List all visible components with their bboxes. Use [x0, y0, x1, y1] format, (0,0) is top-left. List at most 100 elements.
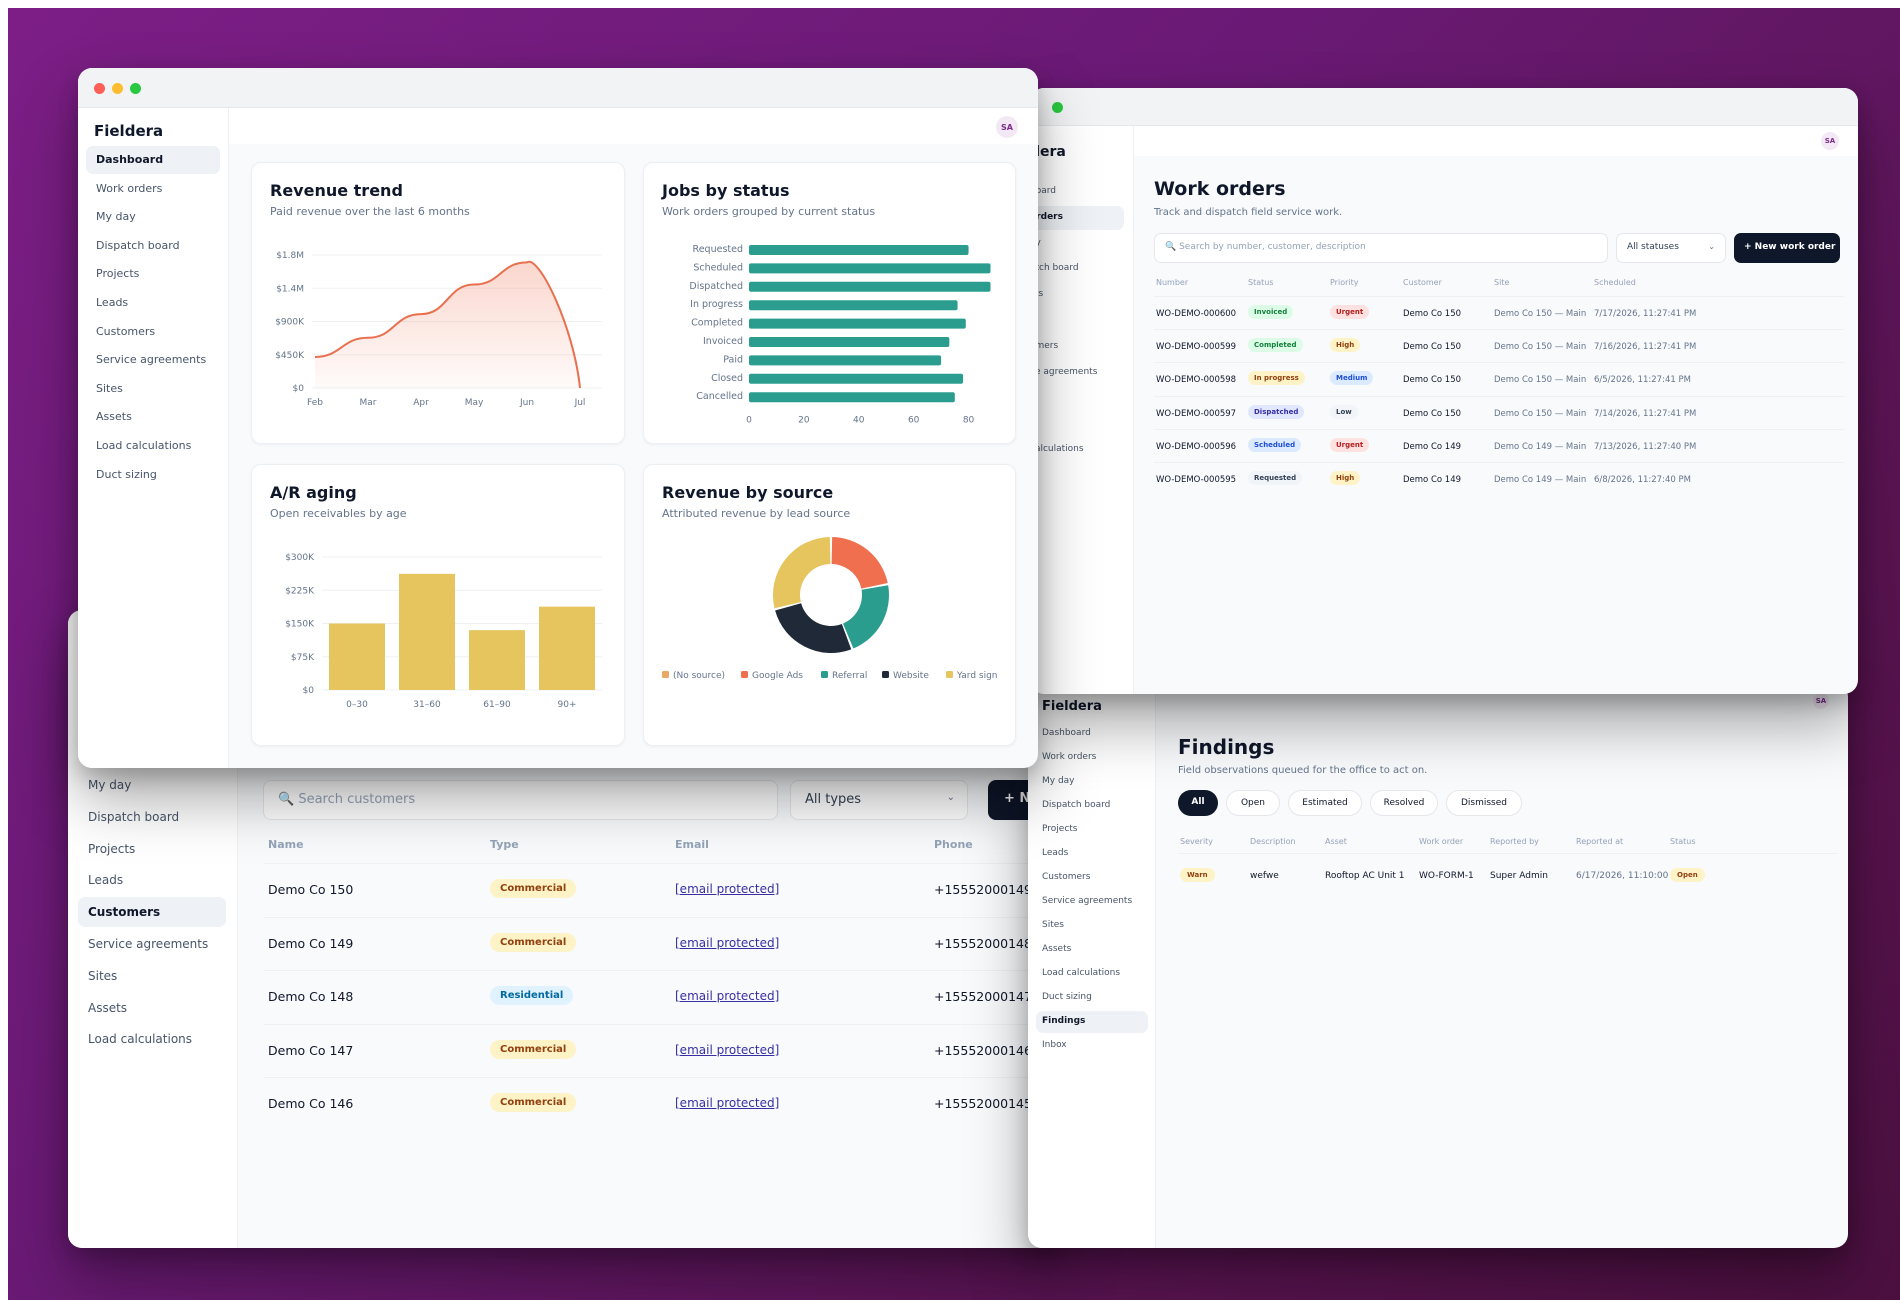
bar-closed[interactable] [749, 373, 964, 384]
sidebar-item-assets[interactable]: Assets [96, 410, 132, 424]
customer-type-filter[interactable]: All types ⌄ [790, 780, 968, 820]
sidebar-item-projects[interactable]: Projects [1042, 824, 1078, 834]
sidebar-item-projects[interactable]: Projects [96, 267, 140, 281]
sidebar-item-work-orders[interactable]: orders [1030, 205, 1124, 230]
email-link[interactable]: [email protected] [675, 1096, 780, 1110]
sidebar-item-leads[interactable]: Leads [96, 296, 129, 309]
sidebar-item-customers[interactable]: Customers [78, 897, 226, 928]
bar-61-90[interactable] [469, 630, 525, 690]
bar-completed[interactable] [749, 318, 966, 329]
sidebar-item-assets[interactable]: Assets [1042, 944, 1072, 954]
column-header-scheduled[interactable]: Scheduled [1594, 278, 1636, 287]
column-header-status[interactable]: Status [1670, 837, 1696, 846]
minimize-window-button[interactable] [112, 83, 123, 94]
sidebar-item-work-orders[interactable]: Work orders [1042, 752, 1097, 762]
sidebar-item-my-day[interactable]: ay [1030, 232, 1124, 256]
column-header-email[interactable]: Email [675, 838, 709, 851]
close-window-button[interactable] [94, 83, 105, 94]
sidebar-item-dashboard[interactable]: Dashboard [86, 146, 220, 174]
sidebar-item-dashboard[interactable]: Dashboard [1042, 728, 1091, 738]
sidebar-item-dispatch-board[interactable]: atch board [1030, 263, 1079, 274]
tab-resolved[interactable]: Resolved [1370, 790, 1438, 816]
sidebar-item-my-day[interactable]: My day [96, 210, 136, 224]
sidebar-item-sites[interactable] [1030, 386, 1124, 410]
workorder-search-input[interactable]: 🔍 Search by number, customer, descriptio… [1154, 233, 1608, 263]
bar-paid[interactable] [749, 355, 942, 366]
sidebar-item-my-day[interactable]: My day [88, 778, 132, 792]
column-header-reported-at[interactable]: Reported at [1576, 837, 1624, 846]
column-header-priority[interactable]: Priority [1330, 278, 1359, 287]
tab-dismissed[interactable]: Dismissed [1446, 790, 1522, 816]
tab-estimated[interactable]: Estimated [1288, 790, 1362, 816]
legend-label-website[interactable]: Website [893, 671, 929, 681]
customer-search-input[interactable]: 🔍 Search customers [263, 780, 778, 820]
bar-invoiced[interactable] [749, 337, 950, 347]
column-header-reported-by[interactable]: Reported by [1490, 837, 1539, 846]
sidebar-item-customers[interactable]: Customers [1042, 872, 1091, 882]
slice-yard-sign[interactable] [773, 537, 831, 609]
sidebar-item-service-agreements[interactable]: Service agreements [96, 353, 207, 367]
bar-cancelled[interactable] [749, 392, 955, 403]
email-link[interactable]: [email protected] [675, 935, 780, 950]
bar-requested[interactable] [749, 245, 969, 255]
sidebar-item-sites[interactable]: Sites [1042, 920, 1064, 930]
sidebar-item-customers[interactable]: Customers [96, 324, 156, 338]
maximize-window-button[interactable] [130, 83, 141, 94]
column-header-asset[interactable]: Asset [1325, 837, 1347, 846]
column-header-customer[interactable]: Customer [1403, 278, 1442, 287]
sidebar-item-service-agreements[interactable]: ce agreements [1030, 366, 1098, 377]
tab-all[interactable]: All [1178, 790, 1218, 816]
bar-31-60[interactable] [399, 573, 455, 690]
legend-label-google-ads[interactable]: Google Ads [752, 671, 803, 681]
sidebar-item-dispatch-board[interactable]: Dispatch board [96, 238, 180, 252]
sidebar-item-leads[interactable]: Leads [1042, 848, 1069, 858]
sidebar-item-service-agreements[interactable]: Service agreements [1042, 896, 1133, 906]
sidebar-item-load-calculations[interactable]: Load calculations [96, 439, 192, 452]
maximize-window-button[interactable] [1052, 102, 1063, 113]
bar-0-30[interactable] [329, 623, 385, 691]
slice-referral[interactable] [842, 585, 889, 649]
sidebar-item-findings[interactable]: Findings [1036, 1011, 1148, 1033]
column-header-phone[interactable]: Phone [934, 838, 973, 851]
column-header-severity[interactable]: Severity [1180, 837, 1214, 846]
sidebar-item-leads[interactable]: s [1030, 309, 1124, 333]
sidebar-item-dispatch-board[interactable]: Dispatch board [1042, 800, 1111, 810]
email-link[interactable]: [email protected] [675, 1042, 780, 1057]
sidebar-item-dashboard[interactable]: board [1030, 186, 1056, 196]
sidebar-item-assets[interactable]: Assets [88, 1000, 128, 1015]
workorder-status-filter[interactable]: All statuses ⌄ [1616, 233, 1726, 263]
slice-google-ads[interactable] [831, 537, 888, 589]
legend-label-referral[interactable]: Referral [832, 671, 867, 681]
email-link[interactable]: [email protected] [675, 882, 780, 896]
sidebar-item-projects[interactable]: cts [1030, 283, 1124, 307]
column-header-type[interactable]: Type [490, 838, 519, 851]
sidebar-item-work-orders[interactable]: Work orders [96, 181, 163, 195]
findings-avatar[interactable]: SA [1813, 693, 1829, 709]
bar-scheduled[interactable] [749, 263, 991, 274]
dashboard-avatar[interactable]: SA [996, 116, 1018, 138]
column-header-work-order[interactable]: Work order [1419, 837, 1464, 846]
sidebar-item-duct-sizing[interactable]: Duct sizing [96, 467, 157, 481]
bar-90[interactable] [539, 606, 595, 690]
sidebar-item-dispatch-board[interactable]: Dispatch board [88, 809, 180, 824]
bar-in-progress[interactable] [749, 300, 958, 311]
sidebar-item-load-calculations[interactable]: Load calculations [88, 1032, 193, 1047]
new-work-order-button[interactable]: + New work order [1734, 233, 1840, 263]
sidebar-item-load-calculations[interactable]: calculations [1030, 444, 1084, 454]
sidebar-item-sites[interactable]: Sites [88, 968, 118, 983]
column-header-status[interactable]: Status [1248, 278, 1274, 287]
sidebar-item-duct-sizing[interactable]: Duct sizing [1042, 992, 1092, 1002]
sidebar-item-my-day[interactable]: My day [1042, 776, 1075, 786]
sidebar-item-inbox[interactable]: Inbox [1042, 1040, 1067, 1050]
legend-label-yard-sign[interactable]: Yard sign [956, 671, 998, 681]
sidebar-item-service-agreements[interactable]: Service agreements [88, 937, 209, 951]
tab-open[interactable]: Open [1226, 790, 1280, 816]
sidebar-item-assets[interactable]: s [1030, 412, 1124, 436]
slice-website[interactable] [775, 603, 852, 653]
sidebar-item-sites[interactable]: Sites [96, 381, 123, 395]
column-header-description[interactable]: Description [1250, 837, 1296, 846]
email-link[interactable]: [email protected] [675, 989, 780, 1003]
column-header-site[interactable]: Site [1494, 278, 1510, 287]
bar-dispatched[interactable] [749, 281, 991, 292]
sidebar-item-customers[interactable]: omers [1030, 340, 1059, 351]
